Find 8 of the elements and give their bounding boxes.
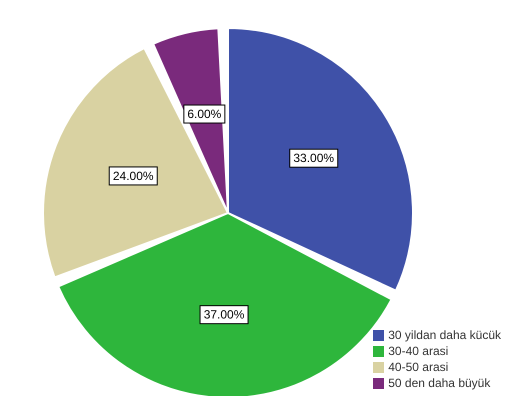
legend-label: 40-50 arasi xyxy=(388,360,448,374)
data-label: 24.00% xyxy=(112,168,154,183)
legend-label: 30 yildan daha kücük xyxy=(388,328,501,342)
legend-label: 30-40 arasi xyxy=(388,344,448,358)
legend-label: 50 den daha büyük xyxy=(388,376,490,390)
data-label: 6.00% xyxy=(187,107,222,122)
data-label: 33.00% xyxy=(293,151,334,166)
data-label: 37.00% xyxy=(204,308,245,322)
